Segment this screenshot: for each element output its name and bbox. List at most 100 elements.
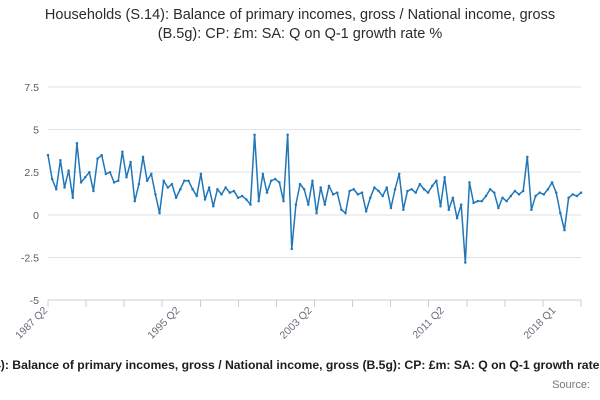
data-point [104,172,108,176]
data-point [116,179,120,182]
data-point [224,186,227,189]
x-axis-tick-label: 2018 Q1 [521,305,558,342]
data-point [108,170,112,174]
data-point [216,187,219,191]
data-point [240,194,244,198]
data-point [203,198,207,201]
data-point [439,205,442,208]
x-axis-tickmarks [47,299,582,307]
source-label: Source: [552,379,590,391]
data-point [435,179,438,182]
y-axis-tick-labels: 7.5 5 2.5 0 -2.5 -5 [21,82,39,307]
data-point [464,261,467,264]
data-point [348,189,351,193]
x-axis-tick-label: 1987 Q2 [13,305,50,342]
data-point [488,187,492,191]
data-point [373,186,376,189]
data-point [75,141,79,145]
data-point [141,155,145,159]
data-point [162,179,165,182]
data-point [67,169,70,172]
data-point [112,181,116,184]
data-point [166,186,170,189]
data-point [397,172,401,176]
x-axis-tick-label: 2003 Q2 [278,305,315,342]
data-point [418,182,422,186]
y-axis-tick-label: 0 [33,210,39,222]
data-point [50,177,54,181]
data-point [476,199,479,203]
data-point [96,157,99,160]
data-point [509,194,513,198]
data-point [129,160,132,164]
data-point [542,193,546,196]
data-point [236,196,240,200]
data-point [145,179,149,182]
data-point [311,179,314,182]
data-point [150,172,153,176]
data-point [63,186,66,189]
data-point [92,189,95,193]
data-point [455,216,459,220]
data-point [526,155,529,159]
data-point [121,150,124,153]
data-point [125,176,128,179]
data-point [443,176,446,179]
data-point [187,179,190,182]
data-point [563,228,566,232]
data-point [447,208,451,211]
data-point [554,191,558,194]
data-point [389,206,393,210]
data-point [335,191,339,194]
footer-caption: 4): Balance of primary incomes, gross / … [0,358,600,372]
data-point [315,211,318,215]
data-point [220,193,223,196]
data-point [137,182,141,186]
data-point [385,186,389,189]
y-axis-tick-label: -2.5 [21,252,39,264]
data-point [100,153,103,157]
data-point [195,194,198,198]
data-point [55,187,58,191]
data-point [530,208,533,211]
x-axis-tick-label: 1995 Q2 [145,305,182,342]
data-point [294,203,298,206]
data-point [501,196,504,200]
data-point [505,199,508,203]
data-point [207,186,211,189]
data-point [158,211,161,215]
data-point [579,191,583,194]
data-point [492,191,496,194]
data-point [178,187,182,191]
data-point [480,199,484,203]
data-point [410,187,413,191]
data-point [302,187,306,191]
data-point [360,191,364,194]
data-point [154,193,157,196]
data-point [323,203,327,206]
data-point [133,199,137,203]
data-point [451,196,455,200]
data-point [331,193,335,196]
y-axis-tick-label: -5 [30,295,39,307]
data-point [274,177,277,181]
data-point [521,189,525,193]
data-point [249,203,252,206]
x-axis-tick-label: 2011 Q2 [410,305,447,342]
data-point [393,187,397,191]
data-point [265,191,269,194]
data-point [534,194,537,198]
data-point [319,186,322,189]
data-point [414,191,417,194]
data-point [232,189,236,193]
data-point [228,191,232,194]
data-point [278,181,281,184]
data-point [170,182,174,186]
data-point [199,172,203,176]
data-point [356,193,360,196]
data-point [269,179,273,182]
data-point [183,179,186,182]
y-axis-tick-label: 7.5 [24,82,39,94]
